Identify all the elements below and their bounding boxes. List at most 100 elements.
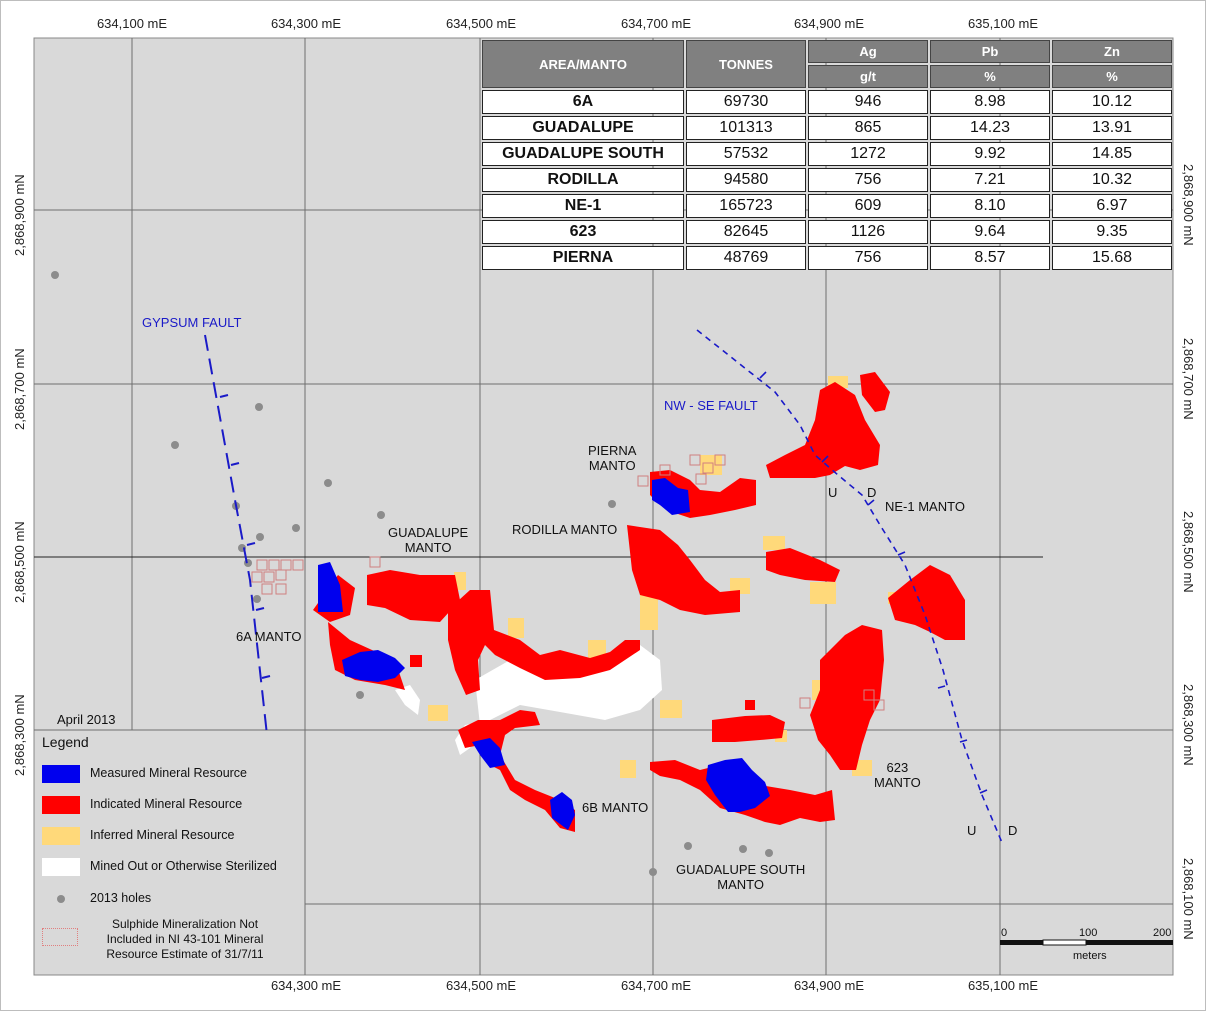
row-tonnes: 57532 — [686, 142, 806, 166]
table-row: GUADALUPE 101313 865 14.23 13.91 — [482, 116, 1172, 140]
legend-swatch-measured — [42, 765, 80, 783]
623-label-line1: 623 — [886, 760, 909, 775]
row-pb: 9.92 — [930, 142, 1050, 166]
coord-top-5: 634,900 mE — [793, 16, 865, 31]
coord-bottom-2: 634,500 mE — [445, 978, 517, 993]
coord-bottom-1: 634,300 mE — [270, 978, 342, 993]
gypsum-fault-label: GYPSUM FAULT — [142, 315, 242, 330]
row-tonnes: 101313 — [686, 116, 806, 140]
scale-label-0: 0 — [1001, 927, 1008, 939]
table-row: NE-1 165723 609 8.10 6.97 — [482, 194, 1172, 218]
coord-bottom-4: 634,900 mE — [793, 978, 865, 993]
row-area: GUADALUPE SOUTH — [482, 142, 684, 166]
row-area: 6A — [482, 90, 684, 114]
coord-bottom-5: 635,100 mE — [967, 978, 1039, 993]
row-zn: 15.68 — [1052, 246, 1172, 270]
legend-label: 2013 holes — [90, 891, 152, 905]
rodilla-manto-label: RODILLA MANTO — [512, 522, 618, 537]
row-area: NE-1 — [482, 194, 684, 218]
row-pb: 14.23 — [930, 116, 1050, 140]
inferred-resource — [428, 376, 900, 778]
legend-title: Legend — [42, 734, 89, 750]
legend-label: Mined Out or Otherwise Sterilized — [90, 859, 277, 873]
row-zn: 13.91 — [1052, 116, 1172, 140]
table-row: GUADALUPE SOUTH 57532 1272 9.92 14.85 — [482, 142, 1172, 166]
coord-right-1: 2,868,900 mN — [1181, 164, 1196, 246]
table-row: PIERNA 48769 756 8.57 15.68 — [482, 246, 1172, 270]
coord-top-1: 634,100 mE — [96, 16, 168, 31]
row-zn: 14.85 — [1052, 142, 1172, 166]
guadalupe-south-manto-label: GUADALUPE SOUTH MANTO — [676, 862, 805, 892]
guadalupe-manto-label: GUADALUPE MANTO — [388, 525, 468, 555]
row-ag: 609 — [808, 194, 928, 218]
row-area: PIERNA — [482, 246, 684, 270]
legend-swatch-inferred — [42, 827, 80, 845]
legend-swatch-mined — [42, 858, 80, 876]
unit-zn: % — [1052, 65, 1172, 88]
table-row: 623 82645 1126 9.64 9.35 — [482, 220, 1172, 244]
legend-label: Indicated Mineral Resource — [90, 797, 243, 811]
row-tonnes: 165723 — [686, 194, 806, 218]
legend-label: Inferred Mineral Resource — [90, 828, 235, 842]
coord-left-2: 2,868,700 mN — [12, 348, 27, 430]
coord-left-3: 2,868,500 mN — [12, 521, 27, 603]
pierna-label-line2: MANTO — [588, 458, 636, 473]
coord-right-2: 2,868,700 mN — [1181, 338, 1196, 420]
nw-se-fault-line — [696, 329, 1004, 846]
row-zn: 9.35 — [1052, 220, 1172, 244]
resource-table: AREA/MANTO TONNES Ag Pb Zn g/t % % 6A 69… — [480, 38, 1174, 272]
fault-upthrown-marker: U — [828, 485, 838, 500]
coord-left-1: 2,868,900 mN — [12, 174, 27, 256]
row-zn: 10.12 — [1052, 90, 1172, 114]
header-area: AREA/MANTO — [482, 40, 684, 88]
row-tonnes: 69730 — [686, 90, 806, 114]
scale-bar — [1000, 939, 1173, 946]
coord-left-4: 2,868,300 mN — [12, 694, 27, 776]
legend-label: Measured Mineral Resource — [90, 766, 248, 780]
6a-manto-label: 6A MANTO — [236, 629, 302, 644]
pierna-label-line1: PIERNA — [588, 443, 637, 458]
row-tonnes: 82645 — [686, 220, 806, 244]
row-pb: 8.10 — [930, 194, 1050, 218]
row-tonnes: 48769 — [686, 246, 806, 270]
coord-top-6: 635,100 mE — [967, 16, 1039, 31]
legend-label: Sulphide Mineralization Not Included in … — [106, 917, 264, 961]
fault-downthrown-marker: D — [867, 485, 877, 500]
sulphide-mineralization — [251, 454, 885, 711]
mined-out-areas — [395, 645, 662, 755]
legend-swatch-indicated — [42, 796, 80, 814]
coord-right-3: 2,868,500 mN — [1181, 511, 1196, 593]
header-zn: Zn — [1052, 40, 1172, 63]
guadalupe-label-line2: MANTO — [404, 540, 452, 555]
scale-label-200: 200 — [1153, 927, 1172, 939]
fault-downthrown-marker-2: D — [1008, 823, 1018, 838]
row-tonnes: 94580 — [686, 168, 806, 192]
row-zn: 6.97 — [1052, 194, 1172, 218]
header-pb: Pb — [930, 40, 1050, 63]
row-pb: 8.57 — [930, 246, 1050, 270]
legend-swatch-sulphide — [42, 928, 78, 946]
guadalupe-south-label-line1: GUADALUPE SOUTH — [676, 862, 806, 877]
guadalupe-south-label-line2: MANTO — [717, 877, 765, 892]
row-ag: 756 — [808, 168, 928, 192]
row-pb: 9.64 — [930, 220, 1050, 244]
row-ag: 946 — [808, 90, 928, 114]
unit-ag: g/t — [808, 65, 928, 88]
map-date: April 2013 — [57, 712, 116, 727]
row-area: 623 — [482, 220, 684, 244]
coord-top-2: 634,300 mE — [270, 16, 342, 31]
row-pb: 8.98 — [930, 90, 1050, 114]
header-ag: Ag — [808, 40, 928, 63]
scale-label-100: 100 — [1079, 927, 1098, 939]
fault-upthrown-marker-2: U — [967, 823, 977, 838]
row-area: RODILLA — [482, 168, 684, 192]
coord-top-4: 634,700 mE — [620, 16, 692, 31]
ne1-manto-label: NE-1 MANTO — [885, 499, 965, 514]
row-ag: 1126 — [808, 220, 928, 244]
6b-manto-label: 6B MANTO — [582, 800, 649, 815]
table-row: RODILLA 94580 756 7.21 10.32 — [482, 168, 1172, 192]
measured-resource — [318, 478, 770, 830]
hole-dot-icon — [57, 895, 65, 903]
legend: Legend Measured Mineral Resource Indicat… — [34, 730, 304, 975]
coord-bottom-3: 634,700 mE — [620, 978, 692, 993]
